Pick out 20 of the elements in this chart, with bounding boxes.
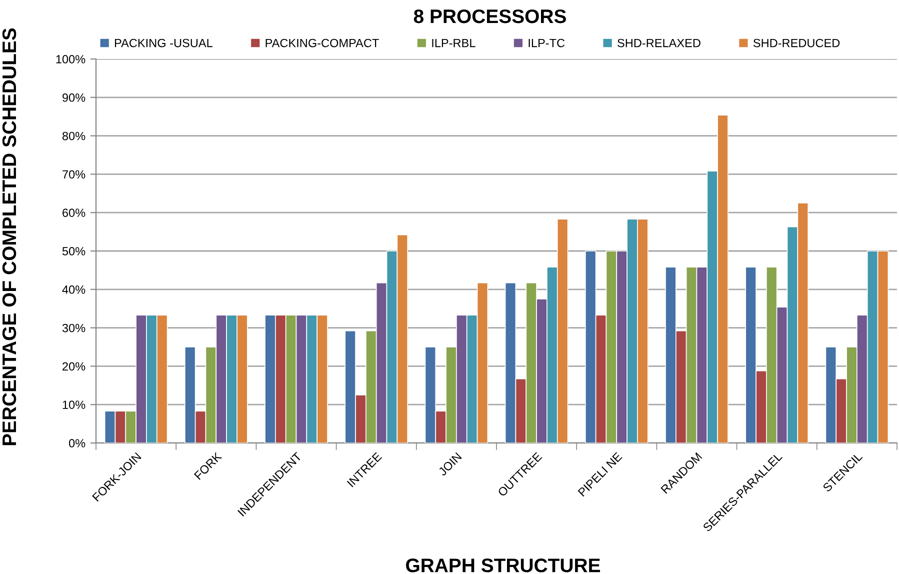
legend-label: SHD-RELAXED xyxy=(618,38,700,48)
y-tick-label: 30% xyxy=(62,324,86,332)
y-tick-label: 70% xyxy=(62,170,86,179)
y-tick-label: 0% xyxy=(68,439,86,448)
legend-label: ILP-TC xyxy=(528,38,565,48)
y-tick-label: 50% xyxy=(62,247,86,256)
legend-label: SHD-REDUCED xyxy=(753,38,840,48)
y-tick-label: 10% xyxy=(62,400,86,409)
y-tick-label: 40% xyxy=(62,285,86,294)
y-tick-label: 60% xyxy=(62,208,86,217)
legend-label: ILP-RBL xyxy=(432,38,476,48)
x-axis-title: GRAPH STRUCTURE xyxy=(406,558,600,572)
y-tick-label: 90% xyxy=(62,93,86,102)
legend-label: PACKING -USUAL xyxy=(114,38,212,48)
chart-title: 8 PROCESSORS xyxy=(414,9,566,24)
y-tick-label: 20% xyxy=(62,362,86,371)
y-tick-label: 80% xyxy=(62,132,86,140)
y-tick-label: 100% xyxy=(56,55,86,64)
y-axis-title: PERCENTAGE OF COMPLETED SCHEDULES xyxy=(2,28,16,446)
legend-label: PACKING-COMPACT xyxy=(266,38,379,48)
